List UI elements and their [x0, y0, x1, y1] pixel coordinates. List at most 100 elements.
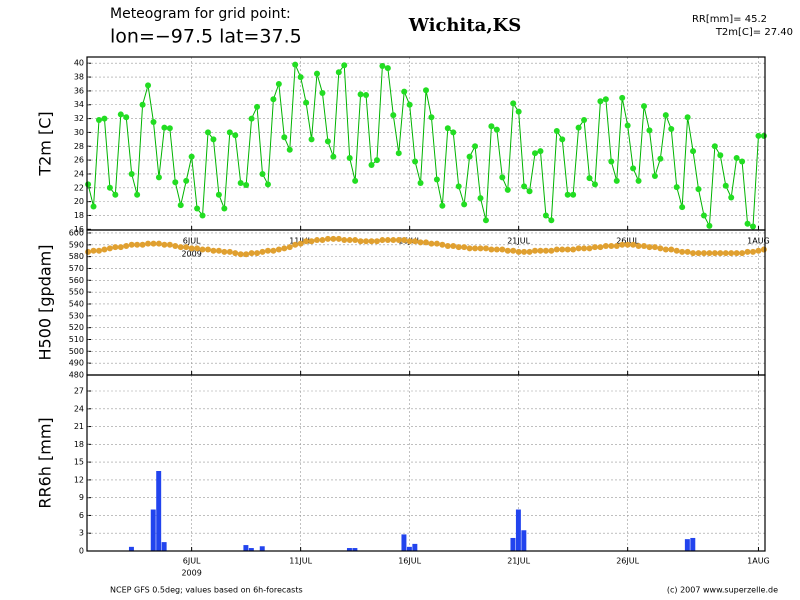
point	[750, 248, 757, 255]
y-tick-label: 6	[79, 511, 84, 520]
point	[117, 111, 124, 118]
point	[248, 250, 255, 257]
point	[706, 250, 713, 257]
point	[210, 136, 217, 143]
point	[635, 177, 642, 184]
point	[602, 242, 609, 249]
point	[428, 240, 435, 247]
bar	[684, 539, 690, 551]
point	[657, 245, 664, 252]
point	[668, 125, 675, 132]
point	[755, 132, 762, 139]
y-tick-label: 590	[69, 240, 84, 249]
year-label: 2009	[181, 569, 201, 578]
point	[112, 244, 119, 251]
point	[450, 129, 457, 136]
bar	[412, 543, 418, 551]
point	[591, 244, 598, 251]
y-tick-label: 9	[79, 493, 84, 502]
point	[101, 115, 108, 122]
point	[401, 237, 408, 244]
x-tick-label: 1AUG	[747, 237, 770, 246]
point	[117, 244, 124, 251]
point	[695, 250, 702, 257]
point	[390, 237, 397, 244]
y-tick-label: 36	[74, 86, 84, 95]
point	[232, 250, 239, 257]
point	[395, 150, 402, 157]
point	[226, 129, 233, 136]
point	[711, 250, 718, 257]
point	[679, 204, 686, 211]
point	[264, 247, 271, 254]
point	[760, 132, 767, 139]
point	[384, 65, 391, 72]
point	[85, 248, 92, 255]
point	[373, 238, 380, 245]
point	[423, 87, 429, 94]
point	[286, 244, 293, 251]
bar	[352, 548, 358, 551]
point	[575, 124, 582, 131]
x-tick-label: 21JUL	[507, 557, 530, 566]
bar	[161, 542, 167, 551]
header-line2: lon=−97.5 lat=37.5	[110, 26, 302, 48]
point	[700, 212, 707, 219]
header-line1: Meteogram for grid point:	[110, 6, 291, 22]
point	[183, 177, 190, 184]
point	[526, 248, 533, 255]
point	[750, 223, 757, 230]
point	[455, 183, 462, 190]
point	[275, 246, 282, 253]
point	[139, 101, 146, 108]
point	[172, 179, 179, 186]
point	[570, 246, 577, 253]
point	[357, 238, 364, 245]
point	[406, 101, 413, 108]
point	[744, 248, 751, 255]
point	[493, 126, 500, 133]
x-tick-label: 26JUL	[616, 237, 639, 246]
point	[423, 239, 429, 246]
y-tick-label: 22	[74, 183, 84, 192]
point	[199, 246, 206, 253]
point	[613, 177, 620, 184]
point	[515, 248, 522, 255]
point	[215, 191, 222, 198]
point	[286, 146, 293, 153]
point	[651, 244, 658, 251]
bar	[406, 546, 412, 551]
point	[254, 250, 261, 257]
point	[254, 103, 261, 110]
y-tick-label: 3	[79, 529, 84, 538]
point	[172, 242, 179, 249]
point	[444, 125, 451, 132]
point	[739, 250, 746, 257]
point	[194, 205, 201, 212]
point	[155, 240, 162, 247]
point	[482, 217, 489, 224]
y-tick-label: 550	[69, 288, 84, 297]
x-tick-label: 11JUL	[289, 557, 312, 566]
point	[259, 248, 266, 255]
x-tick-label: 1AUG	[747, 557, 770, 566]
point	[324, 235, 331, 242]
point	[215, 247, 222, 254]
point	[221, 248, 228, 255]
y-tick-label: 490	[69, 359, 84, 368]
point	[564, 191, 571, 198]
point	[690, 148, 697, 155]
point	[384, 237, 391, 244]
stat-rr: RR[mm]= 45.2	[692, 14, 767, 25]
point	[662, 246, 669, 253]
panel: 480 490 500 510 520 530 540 550 560 570 580 590 600 H…	[36, 228, 770, 379]
point	[183, 244, 190, 251]
point	[613, 242, 620, 249]
point	[264, 181, 271, 188]
y-tick-label: 20	[74, 197, 84, 206]
point	[548, 217, 555, 224]
point	[85, 181, 92, 188]
point	[711, 143, 718, 150]
point	[532, 150, 539, 157]
bar	[515, 509, 521, 551]
